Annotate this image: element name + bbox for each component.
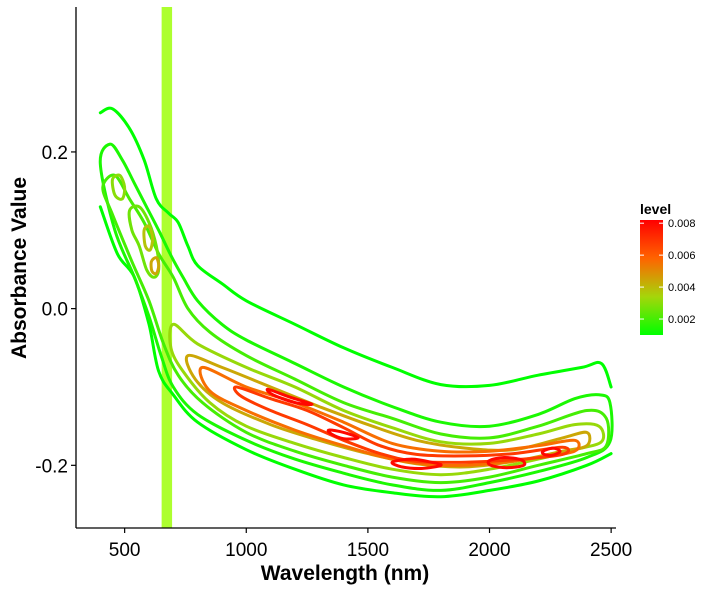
axes-layer <box>75 7 616 529</box>
legend: level 0.002 0.004 0.006 0.008 <box>640 201 696 335</box>
contour-line-3 <box>101 173 611 485</box>
contour-line-13 <box>326 428 360 441</box>
contour-line-10 <box>198 365 581 468</box>
y-tick-label: -0.2 <box>35 456 68 477</box>
y-tick-label: 0.2 <box>42 143 68 164</box>
contour-line-6 <box>168 322 606 477</box>
contour-line-16 <box>540 446 562 457</box>
x-ticks: 500 1000 1500 2000 2500 <box>109 528 632 561</box>
contour-line-9 <box>149 256 161 276</box>
y-axis-title: Absorbance Value <box>8 177 31 359</box>
legend-tick-label: 0.004 <box>668 282 696 294</box>
x-tick-label: 1500 <box>347 540 389 561</box>
x-tick-label: 2500 <box>590 540 632 561</box>
x-axis-title: Wavelength (nm) <box>261 562 429 585</box>
contour-line-12 <box>265 387 314 407</box>
y-tick-label: 0.0 <box>42 300 68 321</box>
legend-tick-label: 0.002 <box>668 314 696 326</box>
contour-line-15 <box>486 455 527 470</box>
legend-tick-label: 0.006 <box>668 250 696 262</box>
contour-line-4 <box>127 204 161 279</box>
contour-line-7 <box>142 224 155 252</box>
contour-line-0 <box>98 106 613 389</box>
x-tick-label: 1000 <box>225 540 267 561</box>
contour-lines-layer <box>98 106 614 499</box>
contour-line-8 <box>184 353 592 469</box>
contour-line-5 <box>110 173 127 201</box>
legend-tick-label: 0.008 <box>668 218 696 230</box>
x-tick-label: 2000 <box>468 540 510 561</box>
legend-ticks: 0.002 0.004 0.006 0.008 <box>640 218 696 326</box>
contour-line-14 <box>390 457 443 471</box>
contour-line-11 <box>232 385 571 464</box>
legend-title: level <box>640 201 671 217</box>
contour-line-2 <box>98 142 614 492</box>
legend-colorbar <box>640 220 663 335</box>
x-tick-label: 500 <box>109 540 141 561</box>
y-ticks: 0.2 0.0 -0.2 <box>35 143 76 477</box>
